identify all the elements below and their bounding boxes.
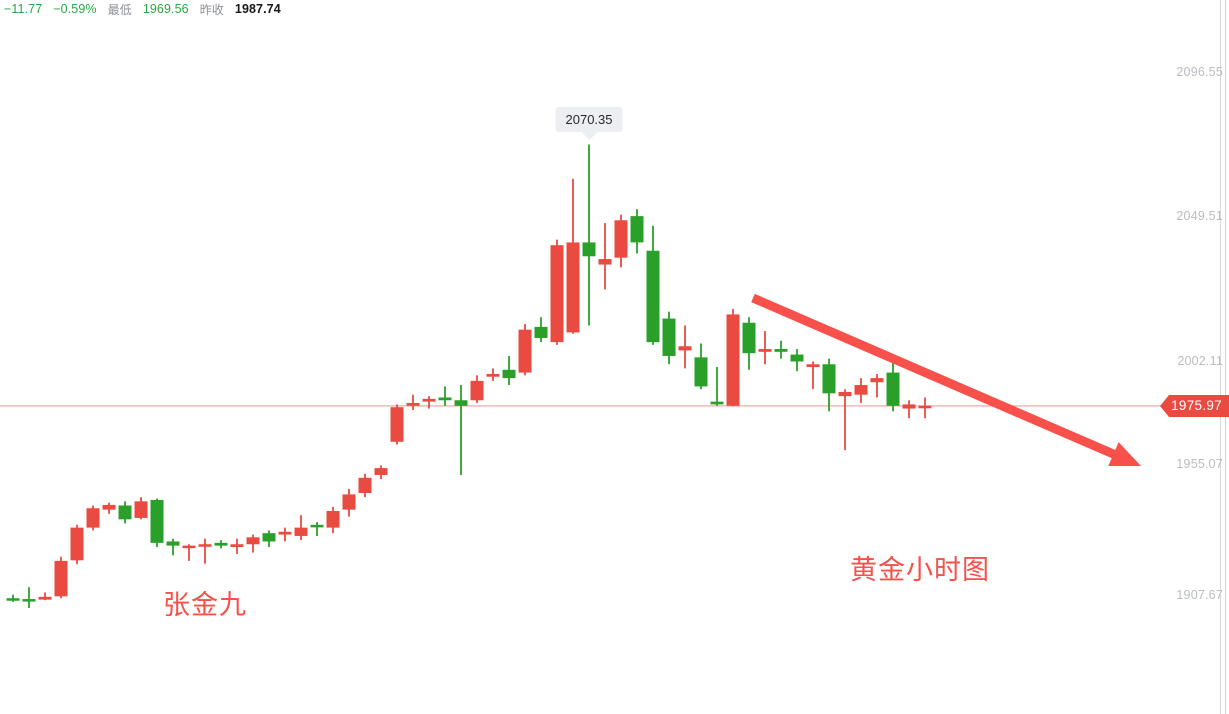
low-value: 1969.56 [142, 2, 189, 16]
candle [502, 355, 516, 386]
candle [614, 214, 628, 268]
candle [342, 488, 356, 517]
candle [694, 343, 708, 390]
candle [326, 506, 340, 534]
candle-series [6, 144, 932, 608]
candle [646, 225, 660, 345]
candle [598, 223, 612, 290]
annotation-left-watermark: 张金九 [163, 590, 247, 621]
candle [742, 317, 756, 370]
candle [374, 465, 388, 480]
price-axis-tick: 2096.55 [1176, 65, 1223, 79]
candle [438, 386, 452, 406]
candle [822, 358, 836, 412]
descending-trend-arrow [751, 293, 1141, 467]
candle [710, 367, 724, 406]
candle [230, 538, 244, 554]
candle [118, 501, 132, 524]
candle [406, 394, 420, 410]
candle [198, 538, 212, 564]
candle [6, 594, 20, 602]
candle [854, 378, 868, 404]
candle [518, 324, 532, 376]
candle [886, 355, 900, 412]
price-change: −11.77 [4, 2, 43, 16]
candle [662, 311, 676, 365]
candle [150, 498, 164, 548]
candle [246, 534, 260, 553]
candle [918, 397, 932, 419]
candle [390, 404, 404, 445]
high-price-tooltip[interactable]: 2070.35 [555, 106, 623, 140]
candle [134, 497, 148, 520]
prev-close-value: 1987.74 [234, 2, 281, 16]
candle [38, 592, 52, 601]
last-price-tag[interactable]: 1975.97 [1160, 394, 1229, 417]
candle [86, 505, 100, 531]
candle [278, 527, 292, 542]
candle [454, 385, 468, 476]
candle [214, 540, 228, 549]
candle [566, 178, 580, 334]
price-axis-tick: 2049.51 [1176, 209, 1223, 223]
price-change-percent: −0.59% [53, 2, 97, 16]
price-axis-tick: 1955.07 [1176, 457, 1223, 471]
candle [70, 524, 84, 565]
candle [630, 209, 644, 254]
candle [870, 373, 884, 398]
candle [678, 325, 692, 369]
candle [102, 502, 116, 514]
candlestick-plot[interactable] [0, 22, 1229, 714]
candlestick-canvas [0, 144, 1221, 608]
candle [790, 349, 804, 372]
axis-rail-outer [1225, 0, 1226, 714]
candle [726, 308, 740, 407]
candle [22, 587, 36, 608]
candle [486, 368, 500, 381]
annotation-right-watermark: 黄金小时图 [850, 555, 990, 586]
tooltip-pointer [581, 131, 597, 140]
candle [358, 473, 372, 498]
low-label: 最低 [107, 2, 132, 17]
candle [806, 361, 820, 390]
price-axis-tick: 2002.11 [1177, 354, 1223, 368]
candle [310, 522, 324, 536]
high-price-value: 2070.35 [555, 106, 623, 132]
last-price-value: 1975.97 [1169, 394, 1229, 417]
candle [294, 515, 308, 541]
candle [470, 375, 484, 404]
last-price-tag-pointer [1160, 394, 1170, 417]
quote-header: −11.77 −0.59% 最低 1969.56 昨收 1987.74 [0, 0, 292, 18]
candle [182, 544, 196, 561]
candle [262, 530, 276, 548]
price-axis-tick: 1907.67 [1176, 588, 1223, 602]
candle [422, 396, 436, 409]
candle [838, 389, 852, 451]
candle [550, 239, 564, 345]
candle [902, 400, 916, 419]
candle [166, 538, 180, 556]
candle [582, 144, 596, 326]
candle [54, 556, 68, 599]
candle [774, 340, 788, 359]
candle [534, 317, 548, 343]
axis-rail-inner [1220, 0, 1221, 714]
prev-close-label: 昨收 [199, 2, 224, 17]
candle [758, 331, 772, 365]
